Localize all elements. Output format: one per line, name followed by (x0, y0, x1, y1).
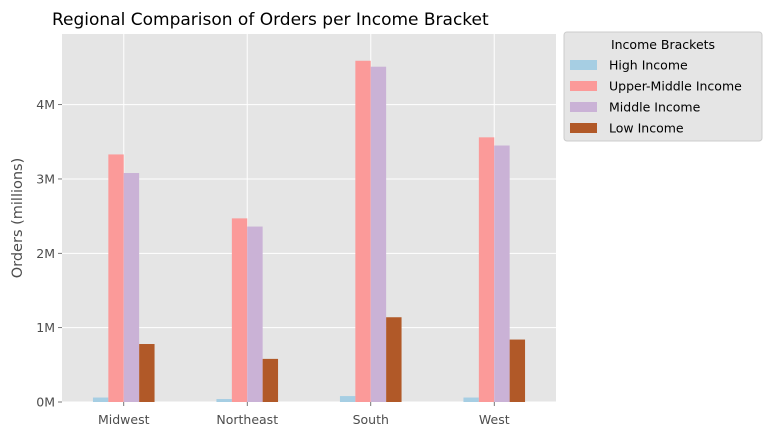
legend-title: Income Brackets (611, 37, 715, 52)
legend-label: Middle Income (609, 100, 701, 115)
y-axis-ticks: 0M 1M 2M 3M 4M (36, 97, 62, 410)
plot-area (62, 34, 556, 402)
legend-swatch (570, 60, 597, 70)
legend-swatch (570, 123, 597, 133)
legend-items: High Income Upper-Middle Income Middle Inc… (570, 58, 742, 136)
bar (139, 344, 155, 402)
bar (478, 137, 495, 402)
bar (108, 154, 124, 402)
x-tick-label: Northeast (216, 412, 278, 427)
y-tick-label: 0M (36, 395, 55, 410)
bar (92, 397, 109, 402)
bar (262, 358, 279, 402)
y-tick-label: 1M (36, 320, 55, 335)
x-tick-label: West (479, 412, 510, 427)
bar (509, 339, 526, 402)
bar (494, 145, 510, 403)
legend-swatch (570, 81, 597, 91)
bar (463, 397, 479, 402)
bar (355, 60, 371, 402)
y-tick-label: 3M (36, 171, 55, 186)
x-tick-label: South (353, 412, 389, 427)
y-tick-label: 4M (36, 97, 55, 112)
y-tick-label: 2M (36, 246, 55, 261)
legend-swatch (570, 102, 597, 112)
y-axis-label: Orders (millions) (10, 158, 26, 279)
legend-box (563, 31, 763, 142)
bar (339, 396, 356, 402)
x-axis-ticks: Midwest Northeast South West (98, 402, 510, 427)
bar (386, 317, 402, 402)
legend-label: Upper-Middle Income (609, 79, 742, 94)
legend: Income Brackets High Income Upper-Middle … (563, 31, 763, 142)
bar (370, 66, 387, 402)
x-tick-label: Midwest (98, 412, 150, 427)
bar (216, 399, 232, 402)
chart-title: Regional Comparison of Orders per Income… (52, 10, 489, 30)
bars-group (92, 60, 526, 403)
bar (231, 218, 248, 402)
legend-label: High Income (609, 58, 688, 73)
bar (123, 173, 140, 402)
bar (247, 226, 263, 402)
legend-label: Low Income (609, 121, 684, 136)
